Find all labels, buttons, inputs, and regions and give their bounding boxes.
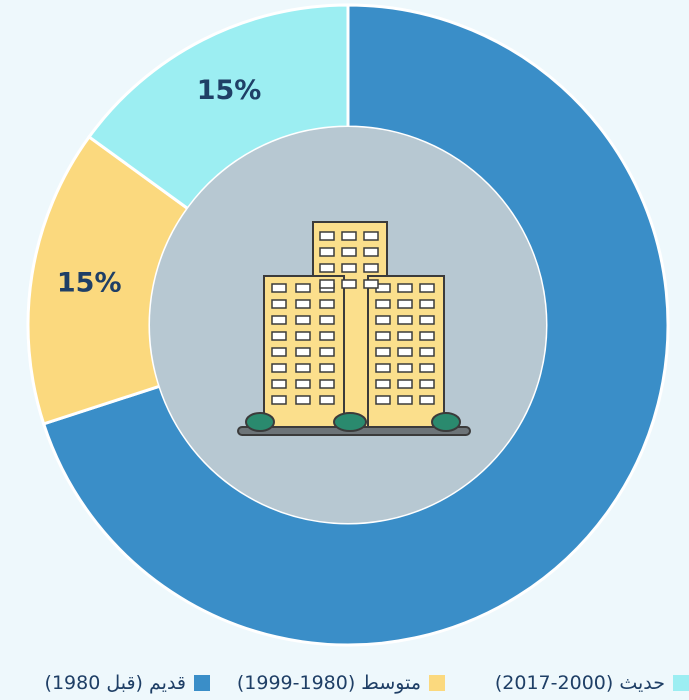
legend-label: حديث (2000-2017) <box>494 672 665 694</box>
legend-swatch <box>429 675 445 691</box>
legend-item: متوسط (1980-1999) <box>237 672 445 694</box>
legend-item: حديث (2000-2017) <box>495 672 689 694</box>
chart: 15% 15% <box>26 3 670 647</box>
legend-swatch <box>673 675 689 691</box>
legend-label: قديم (قبل 1980) <box>44 672 186 694</box>
legend-item: قديم (قبل 1980) <box>45 672 210 694</box>
data-label: 15% <box>57 268 122 299</box>
building-icon <box>237 221 471 436</box>
data-label: 15% <box>197 75 262 106</box>
legend-label: متوسط (1980-1999) <box>236 672 421 694</box>
legend-swatch <box>194 675 210 691</box>
